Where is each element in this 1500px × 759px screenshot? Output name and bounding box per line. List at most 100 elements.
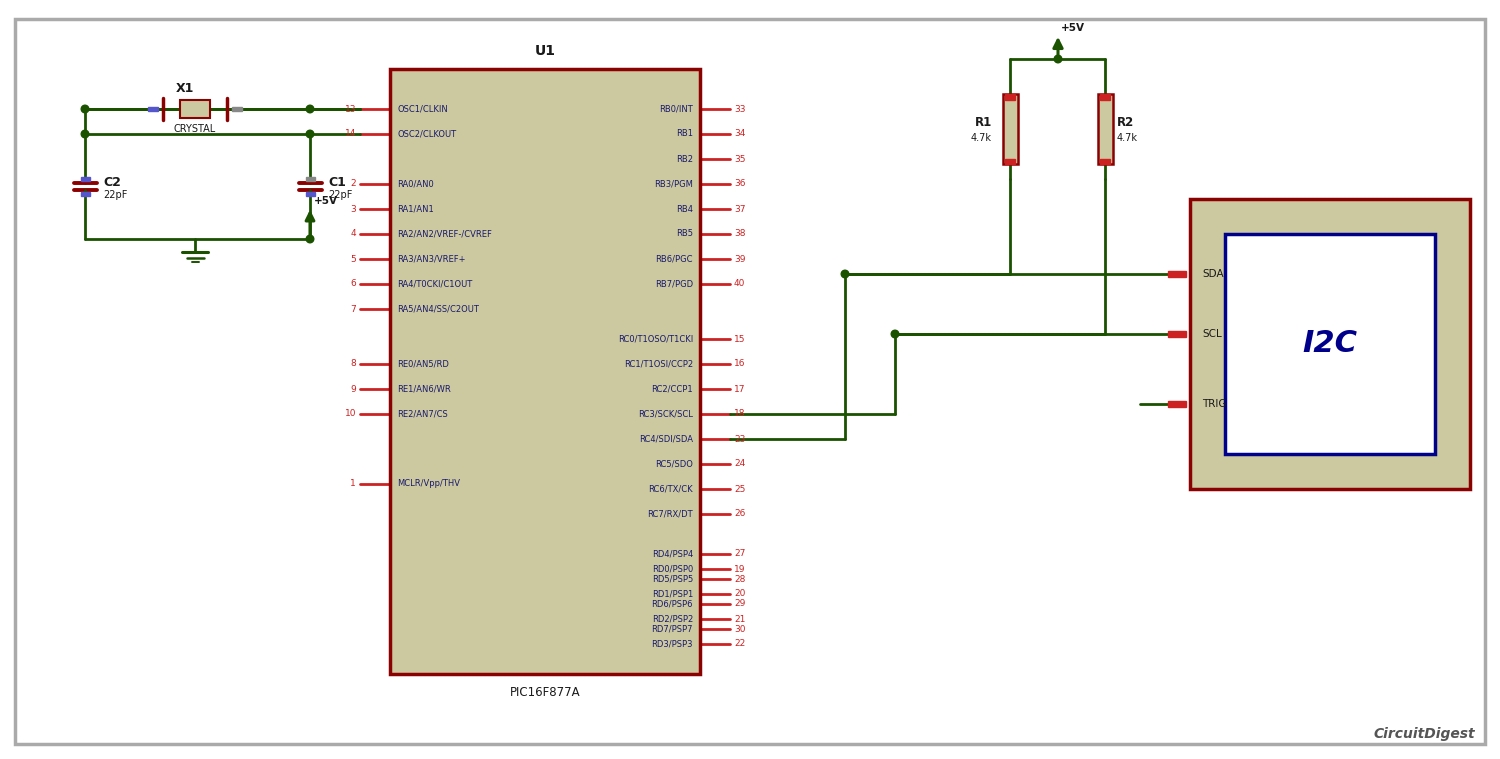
Text: 28: 28 xyxy=(734,575,746,584)
Text: CRYSTAL: CRYSTAL xyxy=(174,124,216,134)
Bar xyxy=(148,107,158,111)
Text: RB2: RB2 xyxy=(676,155,693,163)
Bar xyxy=(1005,94,1016,99)
Text: RC2/CCP1: RC2/CCP1 xyxy=(651,385,693,393)
Text: RC6/TX/CK: RC6/TX/CK xyxy=(648,484,693,493)
Text: RE1/AN6/WR: RE1/AN6/WR xyxy=(398,385,450,393)
Text: 22pF: 22pF xyxy=(328,191,352,200)
Bar xyxy=(1226,234,1436,454)
Bar xyxy=(81,177,90,181)
Text: 7: 7 xyxy=(350,304,355,313)
Text: RD4/PSP4: RD4/PSP4 xyxy=(651,550,693,559)
Text: 22: 22 xyxy=(734,640,746,648)
Text: RC4/SDI/SDA: RC4/SDI/SDA xyxy=(639,434,693,443)
Circle shape xyxy=(306,235,314,243)
Text: CircuitDigest: CircuitDigest xyxy=(1374,727,1474,741)
Bar xyxy=(306,177,315,181)
Text: 16: 16 xyxy=(734,360,746,369)
Text: 6: 6 xyxy=(350,279,355,288)
Text: TRIG: TRIG xyxy=(1202,399,1227,409)
Bar xyxy=(390,69,700,674)
Text: RA2/AN2/VREF-/CVREF: RA2/AN2/VREF-/CVREF xyxy=(398,229,492,238)
Text: RB1: RB1 xyxy=(676,130,693,138)
Bar xyxy=(1168,331,1186,337)
Text: 20: 20 xyxy=(734,590,746,599)
Text: RA0/AN0: RA0/AN0 xyxy=(398,179,433,188)
Text: 8: 8 xyxy=(350,360,355,369)
Text: RD2/PSP2: RD2/PSP2 xyxy=(651,615,693,623)
Text: RB3/PGM: RB3/PGM xyxy=(654,179,693,188)
Text: RC0/T1OSO/T1CKI: RC0/T1OSO/T1CKI xyxy=(618,335,693,344)
Text: 24: 24 xyxy=(734,459,746,468)
Text: 5: 5 xyxy=(350,254,355,263)
Circle shape xyxy=(306,131,314,138)
Text: 36: 36 xyxy=(734,179,746,188)
Text: R2: R2 xyxy=(1118,116,1134,130)
Bar xyxy=(1002,94,1017,164)
Text: 1: 1 xyxy=(350,480,355,489)
Text: +5V: +5V xyxy=(314,196,338,206)
Bar xyxy=(1098,94,1113,164)
Text: RC1/T1OSI/CCP2: RC1/T1OSI/CCP2 xyxy=(624,360,693,369)
Circle shape xyxy=(306,106,314,113)
Text: 37: 37 xyxy=(734,204,746,213)
Text: RB4: RB4 xyxy=(676,204,693,213)
Text: 17: 17 xyxy=(734,385,746,393)
Text: RB7/PGD: RB7/PGD xyxy=(656,279,693,288)
Text: 3: 3 xyxy=(350,204,355,213)
Text: 30: 30 xyxy=(734,625,746,634)
Circle shape xyxy=(81,131,88,138)
Text: R1: R1 xyxy=(975,116,992,130)
Text: 33: 33 xyxy=(734,105,746,114)
Text: 9: 9 xyxy=(350,385,355,393)
Bar xyxy=(306,192,315,196)
Bar xyxy=(1100,159,1110,164)
Text: RA1/AN1: RA1/AN1 xyxy=(398,204,433,213)
Text: 4.7k: 4.7k xyxy=(970,133,992,143)
Text: RB6/PGC: RB6/PGC xyxy=(656,254,693,263)
Text: 27: 27 xyxy=(734,550,746,559)
Circle shape xyxy=(81,106,88,113)
Bar xyxy=(1100,94,1110,99)
Text: RC3/SCK/SCL: RC3/SCK/SCL xyxy=(638,410,693,418)
Circle shape xyxy=(891,330,898,338)
Text: PIC16F877A: PIC16F877A xyxy=(510,685,580,698)
Text: 4: 4 xyxy=(351,229,355,238)
Bar xyxy=(1168,402,1186,407)
Text: 25: 25 xyxy=(734,484,746,493)
Text: 40: 40 xyxy=(734,279,746,288)
Text: 10: 10 xyxy=(345,410,355,418)
Bar xyxy=(180,100,210,118)
Text: RB0/INT: RB0/INT xyxy=(660,105,693,114)
Text: 38: 38 xyxy=(734,229,746,238)
Text: RD1/PSP1: RD1/PSP1 xyxy=(651,590,693,599)
Text: 18: 18 xyxy=(734,410,746,418)
Bar xyxy=(232,107,242,111)
Text: 26: 26 xyxy=(734,509,746,518)
Text: 34: 34 xyxy=(734,130,746,138)
Text: 13: 13 xyxy=(345,105,355,114)
Text: X1: X1 xyxy=(176,83,194,96)
Text: RD3/PSP3: RD3/PSP3 xyxy=(651,640,693,648)
Text: RA3/AN3/VREF+: RA3/AN3/VREF+ xyxy=(398,254,465,263)
Text: 23: 23 xyxy=(734,434,746,443)
Text: RE0/AN5/RD: RE0/AN5/RD xyxy=(398,360,448,369)
Text: MCLR/Vpp/THV: MCLR/Vpp/THV xyxy=(398,480,460,489)
Text: RE2/AN7/CS: RE2/AN7/CS xyxy=(398,410,447,418)
Text: C2: C2 xyxy=(104,176,122,189)
Text: 14: 14 xyxy=(345,130,355,138)
Text: RD6/PSP6: RD6/PSP6 xyxy=(651,600,693,609)
Text: RD0/PSP0: RD0/PSP0 xyxy=(651,565,693,574)
Bar xyxy=(81,192,90,196)
Text: I2C: I2C xyxy=(1302,329,1358,358)
Text: RC7/RX/DT: RC7/RX/DT xyxy=(648,509,693,518)
Text: SDA: SDA xyxy=(1202,269,1224,279)
Text: RC5/SDO: RC5/SDO xyxy=(656,459,693,468)
Bar xyxy=(1168,271,1186,277)
Text: 2: 2 xyxy=(351,179,355,188)
Text: 22pF: 22pF xyxy=(104,191,128,200)
Text: 4.7k: 4.7k xyxy=(1118,133,1138,143)
Text: OSC2/CLKOUT: OSC2/CLKOUT xyxy=(398,130,456,138)
Text: 15: 15 xyxy=(734,335,746,344)
Text: C1: C1 xyxy=(328,176,346,189)
